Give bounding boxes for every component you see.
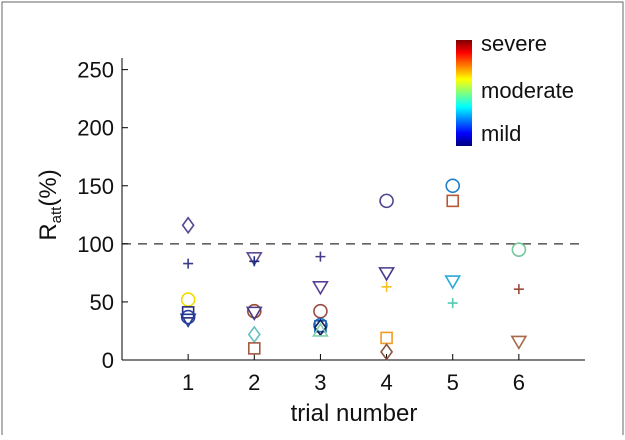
data-point-square [380,331,393,345]
data-point-circle [180,309,196,325]
colorbar-label-moderate: moderate [481,78,574,103]
x-ticks: 1 2 3 4 5 6 [182,354,525,395]
data-point-diamond [181,216,195,235]
data-point-circle [445,178,461,194]
data-point-square [247,342,261,355]
data-point-triangle-down [179,313,197,328]
y-tick-label: 100 [77,232,114,257]
data-point-plus [513,284,524,295]
y-tick-label: 50 [90,290,114,315]
data-point-triangle-down [378,267,395,282]
data-point-diamond [313,318,327,337]
y-axis-label: Ratt(%) [35,169,65,240]
data-point-plus [381,281,392,292]
colorbar-label-severe: severe [481,31,547,56]
y-axis-label-sub: att [48,206,65,224]
colorbar-label-mild: mild [481,121,521,146]
y-tick-label: 0 [102,348,114,373]
y-tick-label: 150 [77,174,114,199]
y-axis-label-main: R [35,223,62,240]
y-axis-label-tail: (%) [35,169,62,206]
data-point-plus [249,256,260,267]
x-tick-label: 3 [314,370,326,395]
data-point-triangle-down [312,281,329,296]
x-tick-label: 2 [248,370,260,395]
x-axis-label: trial number [291,400,418,427]
data-point-circle [246,303,262,319]
y-ticks: 0 50 100 150 200 250 [77,58,128,373]
data-point-triangle-up [312,322,329,337]
data-points [179,178,528,361]
data-point-plus [183,258,194,269]
data-point-triangle-down [245,306,263,321]
y-tick-label: 250 [77,58,114,83]
data-point-triangle-down [444,275,462,290]
data-point-diamond [380,343,394,361]
data-point-plus [447,298,458,309]
data-point-circle [313,303,328,319]
data-point-plus [315,251,326,262]
severity-colorbar [456,40,472,146]
data-point-circle [180,292,196,307]
y-tick-label: 200 [77,116,114,141]
data-point-circle [379,193,394,209]
x-tick-label: 5 [447,370,459,395]
x-tick-label: 4 [380,370,392,395]
x-tick-label: 6 [513,370,525,395]
data-point-diamond [247,325,261,344]
data-point-square [446,194,460,208]
x-tick-label: 1 [182,370,194,395]
data-point-triangle-down [245,251,263,267]
data-point-circle [511,242,527,257]
data-point-triangle-down [510,335,528,351]
